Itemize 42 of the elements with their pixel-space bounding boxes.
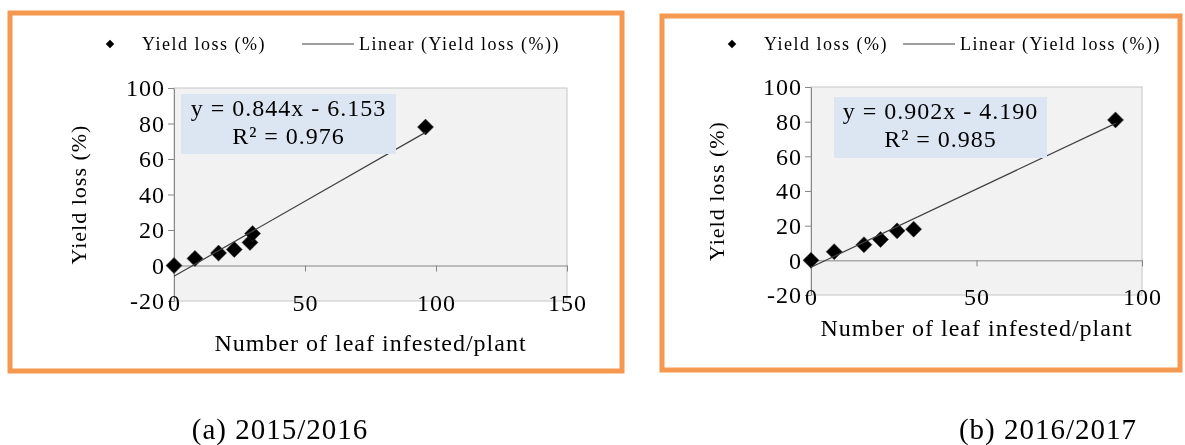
y-tick-label: 0 — [789, 247, 802, 274]
y-tick-label: -20 — [767, 282, 802, 309]
y-tick-label: 20 — [139, 217, 165, 244]
point — [1107, 111, 1124, 129]
point — [186, 250, 204, 267]
y-tick-label: 60 — [776, 143, 802, 170]
point — [226, 241, 243, 258]
point — [905, 220, 922, 238]
point — [165, 257, 183, 274]
x-axis-title: Number of leaf infested/plant — [214, 330, 527, 357]
annotation: R² = 0.985 — [884, 126, 997, 152]
legend-label: Linear (Yield loss (%)) — [960, 34, 1161, 56]
y-tick-label: 100 — [126, 75, 165, 102]
y-tick-label: 40 — [139, 181, 165, 208]
text: (a) 2015/2016 — [191, 413, 369, 445]
y-tick-label: 40 — [776, 178, 802, 205]
x-axis-title: Number of leaf infested/plant — [820, 315, 1133, 342]
y-tick-label: 60 — [139, 146, 165, 173]
x-tick-label: 100 — [417, 289, 456, 316]
x-tick-label: 100 — [1123, 283, 1162, 310]
annotation: y = 0.844x - 6.153 — [190, 95, 387, 121]
y-tick-label: 100 — [763, 74, 802, 101]
y-tick-label: 80 — [139, 110, 165, 137]
annotation: y = 0.902x - 4.190 — [842, 98, 1039, 124]
y-tick-label: 0 — [152, 252, 165, 279]
x-tick-label: 150 — [548, 289, 587, 316]
y-tick-label: -20 — [130, 288, 165, 315]
point — [872, 231, 889, 248]
legend-label: Yield loss (%) — [764, 34, 888, 56]
legend-label: Linear (Yield loss (%)) — [359, 34, 560, 56]
x-tick-label: 50 — [292, 289, 319, 316]
text: (b) 2016/2017 — [958, 413, 1138, 445]
y-tick-label: 80 — [776, 108, 802, 135]
point — [417, 118, 434, 136]
legend-label: Yield loss (%) — [142, 34, 266, 56]
point — [825, 243, 843, 260]
y-axis-title: Yield loss (%) — [703, 121, 729, 261]
point — [802, 252, 820, 269]
y-axis-title: Yield loss (%) — [65, 124, 91, 265]
x-tick-label: 50 — [964, 283, 990, 310]
annotation: R² = 0.976 — [232, 123, 345, 149]
y-tick-label: 20 — [776, 212, 802, 239]
